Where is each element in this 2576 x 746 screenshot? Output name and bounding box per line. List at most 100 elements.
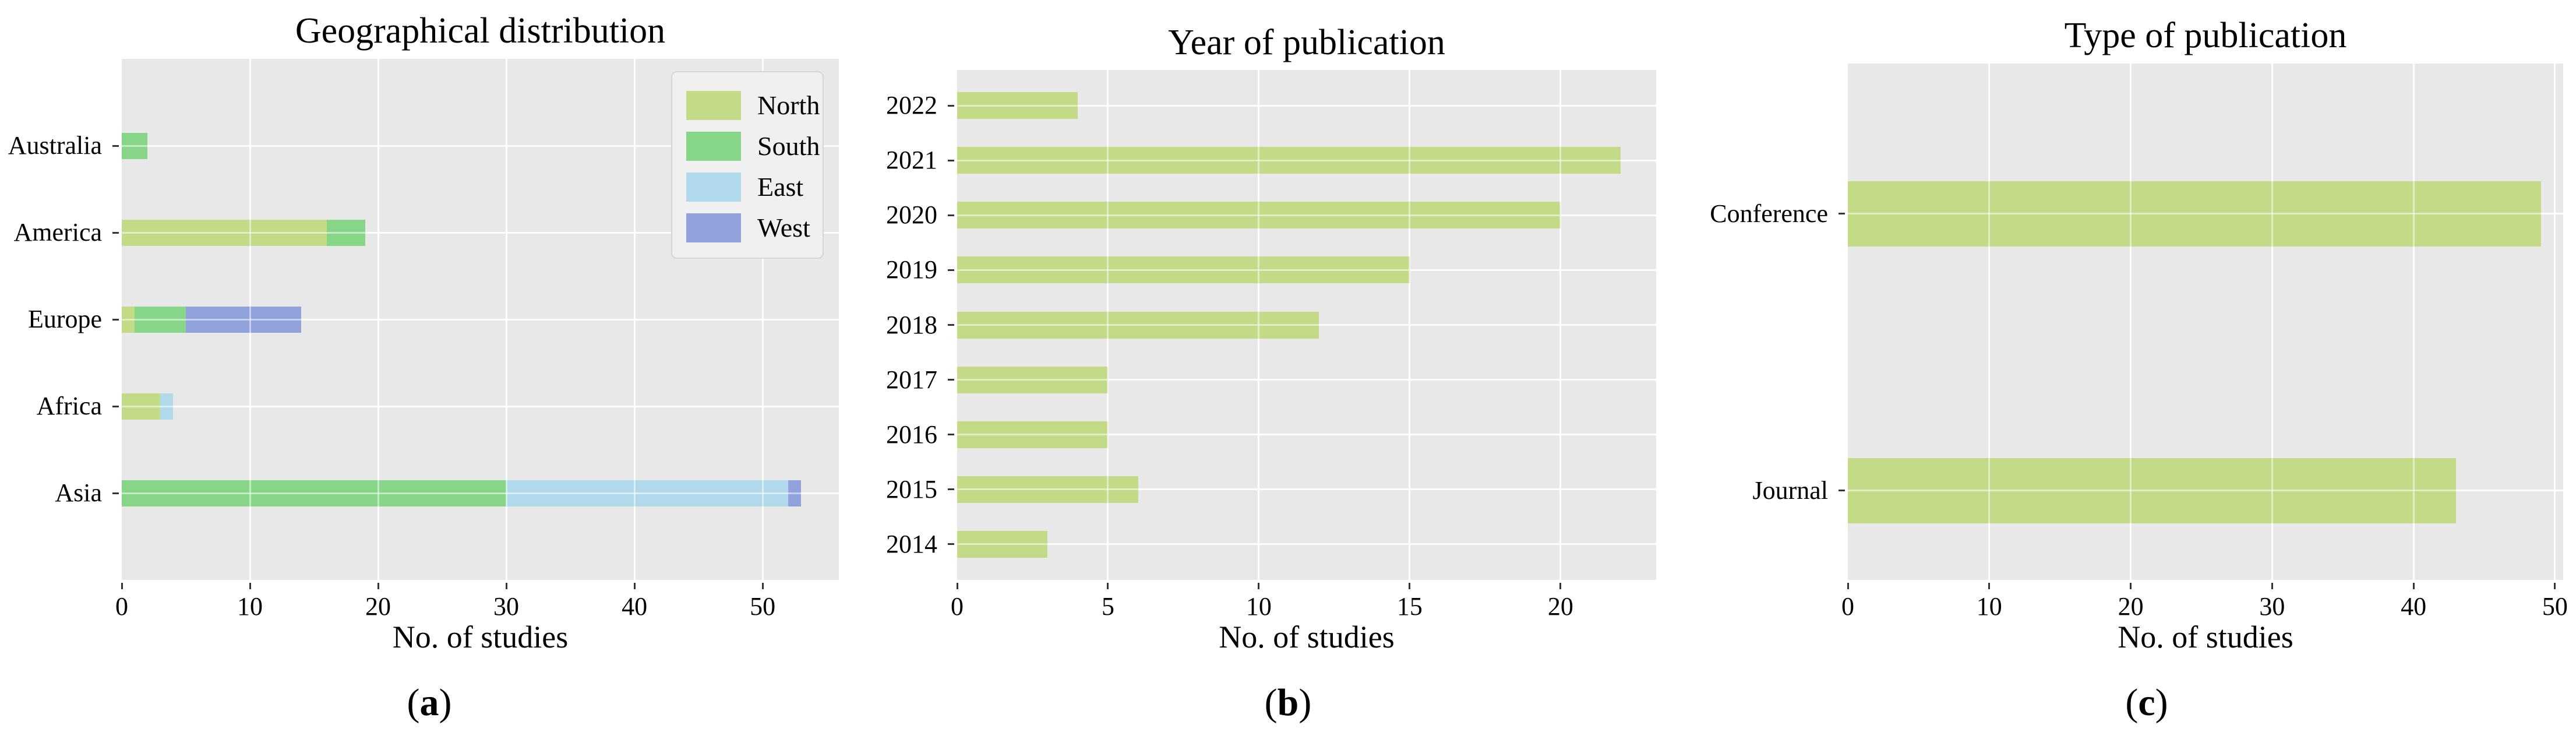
legend-entry: West bbox=[672, 207, 823, 248]
grid-line-vertical-overlay bbox=[2130, 64, 2132, 580]
x-tick-label: 10 bbox=[1245, 592, 1272, 621]
y-tick-label: 2017 bbox=[886, 365, 937, 394]
grid-line-horizontal-overlay bbox=[957, 379, 1656, 381]
caption-paren-open: ( bbox=[407, 681, 420, 724]
legend-label: South bbox=[757, 131, 820, 161]
y-tick-mark bbox=[948, 159, 954, 161]
x-tick-mark bbox=[2130, 583, 2132, 589]
chart-panel-a: Geographical distribution 0 10 20 30 40 50 Aust… bbox=[0, 0, 859, 746]
x-tick-mark bbox=[956, 583, 958, 589]
y-tick-label: Australia bbox=[8, 131, 102, 160]
x-tick-label: 50 bbox=[750, 592, 776, 621]
chart-title: Year of publication bbox=[1168, 23, 1445, 62]
y-tick-label: 2019 bbox=[886, 255, 937, 284]
y-tick-mark bbox=[948, 214, 954, 216]
subfigure-caption: (b) bbox=[859, 681, 1717, 725]
y-tick-label: Europe bbox=[27, 305, 102, 333]
subfigure-caption: (a) bbox=[0, 681, 859, 725]
x-tick-label: 50 bbox=[2542, 592, 2568, 621]
legend-entry: North bbox=[672, 85, 823, 126]
x-axis-label: No. of studies bbox=[1219, 620, 1395, 654]
plot-area bbox=[1848, 64, 2563, 580]
caption-letter: a bbox=[419, 681, 439, 724]
x-tick-mark bbox=[633, 583, 636, 589]
grid-line-vertical-overlay bbox=[2271, 64, 2273, 580]
legend-swatch-north bbox=[686, 91, 741, 120]
x-tick-mark bbox=[1258, 583, 1260, 589]
y-tick-label: America bbox=[13, 218, 102, 247]
chart-title: Geographical distribution bbox=[295, 11, 666, 51]
y-tick-label: Conference bbox=[1710, 199, 1828, 228]
grid-line-horizontal-overlay bbox=[122, 492, 839, 494]
subfigure-caption: (c) bbox=[1717, 681, 2576, 725]
x-tick-label: 40 bbox=[622, 592, 648, 621]
y-tick-mark bbox=[112, 318, 119, 321]
plot-area bbox=[957, 70, 1656, 580]
y-tick-mark bbox=[948, 269, 954, 271]
legend-box: North South East West bbox=[671, 71, 824, 259]
x-tick-label: 20 bbox=[2118, 592, 2144, 621]
y-tick-mark bbox=[948, 104, 954, 107]
caption-letter: c bbox=[2138, 681, 2155, 724]
y-tick-mark bbox=[1839, 213, 1845, 215]
legend-swatch-south bbox=[686, 132, 741, 161]
grid-line-vertical-overlay bbox=[2412, 64, 2415, 580]
grid-line-horizontal-overlay bbox=[1848, 490, 2563, 492]
legend-label: East bbox=[757, 172, 804, 202]
grid-line-horizontal-overlay bbox=[122, 405, 839, 407]
y-tick-label: 2018 bbox=[886, 310, 937, 339]
y-tick-label: 2020 bbox=[886, 200, 937, 230]
x-tick-mark bbox=[2412, 583, 2415, 589]
x-tick-label: 0 bbox=[115, 592, 128, 621]
x-tick-mark bbox=[1559, 583, 1562, 589]
grid-line-horizontal-overlay bbox=[122, 318, 839, 321]
x-tick-mark bbox=[1847, 583, 1849, 589]
grid-line-horizontal-overlay bbox=[122, 145, 839, 147]
y-tick-mark bbox=[948, 324, 954, 326]
x-tick-label: 30 bbox=[2259, 592, 2285, 621]
x-tick-label: 40 bbox=[2401, 592, 2427, 621]
y-tick-mark bbox=[112, 492, 119, 494]
x-tick-mark bbox=[1107, 583, 1109, 589]
caption-letter: b bbox=[1277, 681, 1299, 724]
legend-entry: East bbox=[672, 167, 823, 207]
x-axis-label: No. of studies bbox=[2118, 620, 2293, 654]
x-tick-label: 10 bbox=[1976, 592, 2002, 621]
chart-panel-b: Year of publication 0 5 10 15 20 2022 2021 2020 2… bbox=[859, 0, 1717, 746]
x-tick-label: 10 bbox=[237, 592, 263, 621]
chart-title: Type of publication bbox=[2064, 16, 2347, 55]
grid-line-horizontal-overlay bbox=[957, 324, 1656, 326]
y-tick-label: 2021 bbox=[886, 146, 937, 175]
legend-label: West bbox=[757, 213, 810, 242]
y-tick-mark bbox=[112, 145, 119, 147]
y-tick-mark bbox=[948, 543, 954, 546]
x-tick-mark bbox=[121, 583, 123, 589]
y-tick-label: 2022 bbox=[886, 91, 937, 120]
x-tick-label: 30 bbox=[493, 592, 520, 621]
grid-line-horizontal-overlay bbox=[957, 214, 1656, 216]
legend-entry: South bbox=[672, 126, 823, 167]
x-tick-mark bbox=[249, 583, 251, 589]
x-tick-mark bbox=[1988, 583, 1991, 589]
y-tick-label: 2014 bbox=[886, 529, 937, 558]
y-tick-label: Asia bbox=[55, 478, 102, 507]
x-tick-label: 20 bbox=[365, 592, 391, 621]
x-tick-label: 0 bbox=[1841, 592, 1854, 621]
y-tick-mark bbox=[948, 488, 954, 491]
grid-line-horizontal-overlay bbox=[957, 488, 1656, 491]
y-tick-mark bbox=[948, 434, 954, 436]
y-tick-mark bbox=[1839, 490, 1845, 492]
y-tick-mark bbox=[948, 379, 954, 381]
grid-line-horizontal-overlay bbox=[957, 159, 1656, 161]
legend-swatch-west bbox=[686, 213, 741, 242]
grid-line-vertical-overlay bbox=[1988, 64, 1991, 580]
y-tick-label: 2015 bbox=[886, 474, 937, 504]
caption-paren-open: ( bbox=[2125, 681, 2139, 724]
y-tick-label: 2016 bbox=[886, 420, 937, 449]
x-tick-mark bbox=[1409, 583, 1411, 589]
grid-line-horizontal-overlay bbox=[957, 434, 1656, 436]
grid-line-horizontal-overlay bbox=[122, 231, 839, 234]
grid-line-horizontal-overlay bbox=[957, 269, 1656, 271]
x-tick-mark bbox=[2271, 583, 2273, 589]
x-tick-mark bbox=[2554, 583, 2556, 589]
